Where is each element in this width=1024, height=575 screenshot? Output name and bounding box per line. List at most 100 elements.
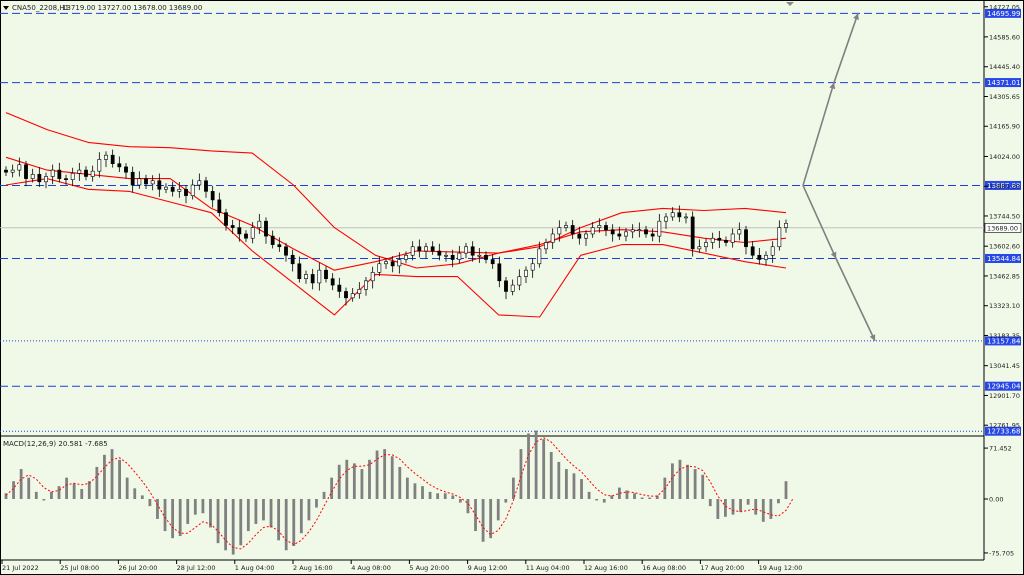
candle[interactable]: [337, 277, 342, 298]
candle[interactable]: [277, 237, 282, 252]
candle[interactable]: [524, 266, 528, 283]
candle[interactable]: [30, 168, 35, 183]
candle[interactable]: [250, 222, 255, 244]
candle[interactable]: [537, 241, 542, 268]
candle[interactable]: [777, 220, 782, 251]
candle[interactable]: [110, 149, 115, 168]
candle[interactable]: [104, 151, 108, 168]
candle[interactable]: [410, 241, 415, 261]
candle[interactable]: [257, 213, 262, 234]
candle[interactable]: [464, 242, 468, 259]
candle[interactable]: [424, 242, 428, 259]
candle[interactable]: [750, 241, 755, 260]
candle[interactable]: [630, 224, 635, 239]
candle[interactable]: [330, 273, 335, 291]
candle[interactable]: [70, 167, 75, 187]
candle[interactable]: [664, 213, 668, 229]
candle[interactable]: [744, 225, 748, 255]
candle[interactable]: [310, 268, 315, 290]
candle[interactable]: [157, 173, 162, 197]
candle[interactable]: [170, 181, 175, 197]
candle[interactable]: [397, 252, 402, 274]
candle[interactable]: [350, 288, 355, 302]
candle[interactable]: [204, 176, 208, 198]
candle[interactable]: [684, 213, 688, 224]
candle[interactable]: [504, 276, 508, 300]
candle[interactable]: [444, 251, 448, 262]
candle[interactable]: [190, 179, 195, 200]
candle[interactable]: [297, 256, 302, 283]
candle[interactable]: [597, 218, 602, 233]
candle[interactable]: [657, 213, 662, 243]
candle[interactable]: [384, 257, 388, 269]
candle[interactable]: [457, 245, 462, 264]
candle[interactable]: [217, 192, 222, 217]
candle[interactable]: [90, 165, 95, 182]
candle[interactable]: [644, 225, 648, 238]
candle[interactable]: [164, 183, 168, 194]
candle[interactable]: [370, 266, 375, 289]
candle[interactable]: [244, 230, 248, 243]
projection-line[interactable]: [802, 82, 835, 186]
candle[interactable]: [490, 253, 495, 269]
candle[interactable]: [177, 182, 182, 198]
shift-marker-icon[interactable]: [786, 2, 794, 6]
projection-line[interactable]: [802, 185, 837, 259]
candle[interactable]: [584, 230, 588, 246]
candle[interactable]: [324, 266, 328, 283]
candle[interactable]: [210, 185, 215, 208]
candle[interactable]: [304, 270, 308, 284]
candle[interactable]: [117, 156, 122, 173]
candle[interactable]: [137, 171, 142, 189]
candle[interactable]: [617, 226, 622, 240]
candle[interactable]: [364, 276, 368, 296]
candle[interactable]: [357, 282, 362, 299]
candle[interactable]: [637, 222, 642, 238]
candle[interactable]: [144, 174, 148, 190]
candle[interactable]: [237, 220, 242, 242]
collapse-triangle-icon[interactable]: [3, 6, 9, 10]
candle[interactable]: [404, 251, 408, 264]
candle[interactable]: [124, 163, 128, 179]
candle[interactable]: [557, 220, 562, 242]
projection-line[interactable]: [833, 13, 859, 83]
candle[interactable]: [784, 219, 788, 233]
candle[interactable]: [604, 221, 608, 237]
candle[interactable]: [530, 258, 535, 278]
candle[interactable]: [230, 219, 235, 234]
candle[interactable]: [390, 256, 395, 273]
candle[interactable]: [650, 228, 655, 242]
candle[interactable]: [64, 174, 68, 185]
candle[interactable]: [4, 166, 8, 177]
candle[interactable]: [697, 239, 702, 253]
candle[interactable]: [130, 166, 135, 193]
candle[interactable]: [377, 256, 382, 277]
candle[interactable]: [510, 279, 515, 296]
candle[interactable]: [10, 164, 15, 178]
candle[interactable]: [544, 238, 548, 254]
candle[interactable]: [550, 228, 555, 249]
candle[interactable]: [470, 241, 475, 262]
candle[interactable]: [737, 222, 742, 241]
candle[interactable]: [37, 167, 42, 187]
candle[interactable]: [224, 208, 228, 231]
candle[interactable]: [450, 249, 455, 268]
candle[interactable]: [564, 221, 568, 232]
candle[interactable]: [764, 251, 768, 266]
candle[interactable]: [50, 164, 55, 185]
candle[interactable]: [610, 224, 615, 242]
candle[interactable]: [757, 248, 762, 265]
candle[interactable]: [264, 217, 268, 244]
candle[interactable]: [150, 175, 155, 191]
candle[interactable]: [417, 239, 422, 258]
candle[interactable]: [290, 249, 295, 272]
candle[interactable]: [577, 226, 582, 245]
candle[interactable]: [477, 248, 482, 263]
candle[interactable]: [517, 269, 522, 291]
candle[interactable]: [284, 242, 288, 262]
candle[interactable]: [710, 232, 715, 249]
candle[interactable]: [197, 173, 202, 191]
candle[interactable]: [497, 256, 502, 288]
candle[interactable]: [770, 241, 775, 263]
